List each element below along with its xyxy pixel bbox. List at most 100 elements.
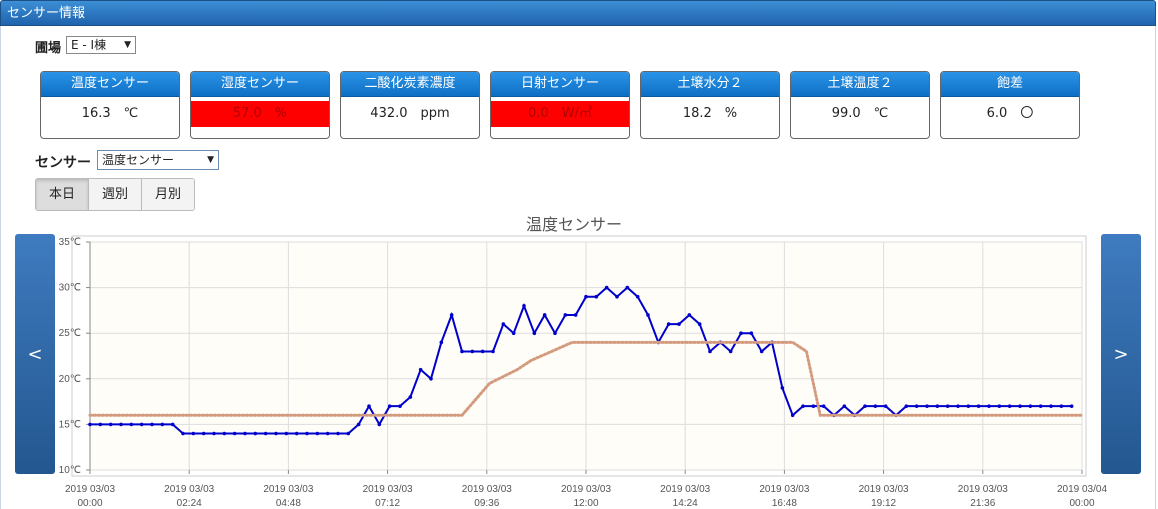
- y-tick-label: 25℃: [59, 328, 81, 339]
- data-point: [98, 422, 103, 427]
- chevron-right-icon: >: [1113, 343, 1129, 365]
- x-tick-label-time: 16:48: [772, 498, 797, 509]
- data-point: [108, 422, 113, 427]
- sensor-card-value: 432.0 ppm: [370, 106, 450, 121]
- data-point: [635, 294, 640, 299]
- x-tick-label-date: 2019 03/03: [660, 484, 710, 495]
- sensor-card-name: 二酸化炭素濃度: [341, 72, 479, 97]
- data-point: [222, 431, 227, 436]
- data-point: [904, 404, 909, 408]
- sensor-select[interactable]: 温度センサー ▼: [97, 150, 219, 170]
- data-point: [511, 331, 516, 336]
- x-tick-label-time: 12:00: [573, 498, 598, 509]
- data-point: [1049, 404, 1053, 408]
- data-point: [584, 294, 588, 299]
- data-point: [708, 349, 712, 354]
- farm-select[interactable]: E - I棟 ▼: [66, 36, 136, 54]
- sensor-card: 日射センサー 0.0 W/㎡: [490, 71, 630, 139]
- x-tick-label-date: 2019 03/03: [561, 484, 611, 495]
- data-point: [594, 294, 599, 299]
- sensor-card: 温度センサー 16.3 ℃: [40, 71, 180, 139]
- data-point: [604, 285, 609, 290]
- data-point: [88, 422, 92, 427]
- data-point: [294, 431, 299, 436]
- x-tick-label-time: 19:12: [871, 498, 896, 509]
- sensor-card-value: 16.3 ℃: [81, 106, 139, 121]
- data-point: [387, 404, 392, 408]
- data-point: [501, 322, 506, 326]
- data-point: [160, 422, 165, 427]
- sensor-card-name: 温度センサー: [41, 72, 179, 97]
- dropdown-arrow-icon: ▼: [124, 40, 131, 50]
- data-point: [615, 294, 619, 299]
- tab-weekly[interactable]: 週別: [89, 179, 142, 210]
- x-tick-label-time: 02:24: [177, 498, 202, 509]
- chart-title: 温度センサー: [525, 215, 622, 234]
- sensor-card-value: 99.0 ℃: [831, 106, 889, 121]
- prev-button[interactable]: <: [15, 234, 55, 474]
- data-point: [315, 431, 320, 436]
- data-point: [181, 431, 185, 436]
- tab-today[interactable]: 本日: [36, 179, 89, 210]
- data-point: [1018, 404, 1022, 408]
- x-tick-label-date: 2019 03/03: [759, 484, 809, 495]
- data-point: [646, 313, 650, 317]
- data-point: [449, 313, 454, 317]
- data-point: [976, 404, 981, 408]
- data-point: [914, 404, 919, 408]
- data-point: [987, 404, 991, 408]
- tab-monthly[interactable]: 月別: [142, 179, 194, 210]
- data-point: [243, 431, 247, 436]
- sensor-card: 土壌温度２ 99.0 ℃: [790, 71, 930, 139]
- y-tick-label: 35℃: [59, 237, 81, 248]
- data-point: [945, 404, 950, 408]
- data-point: [212, 431, 216, 436]
- x-tick-label-date: 2019 03/03: [65, 484, 115, 495]
- data-point: [966, 404, 971, 408]
- sensor-card-name: 飽差: [941, 72, 1079, 97]
- sensor-card-value: 0.0 W/㎡: [491, 101, 629, 127]
- data-point: [170, 422, 175, 427]
- farm-label: 圃場: [35, 41, 62, 56]
- data-point: [728, 349, 733, 354]
- reference-series-line: [88, 340, 1084, 417]
- data-point: [553, 331, 557, 336]
- panel-frame: [0, 26, 1156, 509]
- data-point: [346, 431, 351, 436]
- data-point: [842, 404, 847, 408]
- y-tick-label: 15℃: [59, 419, 81, 430]
- data-point: [956, 404, 960, 408]
- data-point: [811, 404, 816, 408]
- x-tick-label-time: 00:00: [77, 498, 102, 509]
- data-point: [883, 404, 888, 408]
- data-point: [139, 422, 144, 427]
- data-point: [377, 422, 382, 427]
- data-point: [367, 404, 371, 408]
- data-point: [398, 404, 402, 408]
- data-point: [801, 404, 805, 408]
- x-tick-label-time: 07:12: [375, 498, 400, 509]
- data-point: [418, 367, 423, 372]
- y-tick-label: 30℃: [59, 283, 81, 294]
- data-point: [232, 431, 237, 436]
- data-point: [522, 304, 526, 308]
- x-tick-label-time: 14:24: [673, 498, 698, 509]
- x-tick-label-date: 2019 03/03: [462, 484, 512, 495]
- data-point: [439, 340, 444, 345]
- x-tick-label-time: 09:36: [474, 498, 499, 509]
- data-point: [790, 413, 795, 418]
- x-tick-label-date: 2019 03/03: [958, 484, 1008, 495]
- data-point: [542, 313, 547, 317]
- data-point: [191, 431, 196, 436]
- chevron-left-icon: <: [27, 343, 43, 365]
- data-point: [470, 349, 475, 354]
- next-button[interactable]: >: [1101, 234, 1141, 474]
- data-point: [129, 422, 134, 427]
- sensor-card: 湿度センサー 57.0 %: [190, 71, 330, 139]
- data-point: [925, 404, 929, 408]
- sensor-card-name: 土壌温度２: [791, 72, 929, 97]
- farm-select-value: E - I棟: [71, 38, 107, 52]
- sensor-card-name: 湿度センサー: [191, 72, 329, 97]
- data-point: [408, 395, 413, 399]
- x-tick-label-date: 2019 03/03: [859, 484, 909, 495]
